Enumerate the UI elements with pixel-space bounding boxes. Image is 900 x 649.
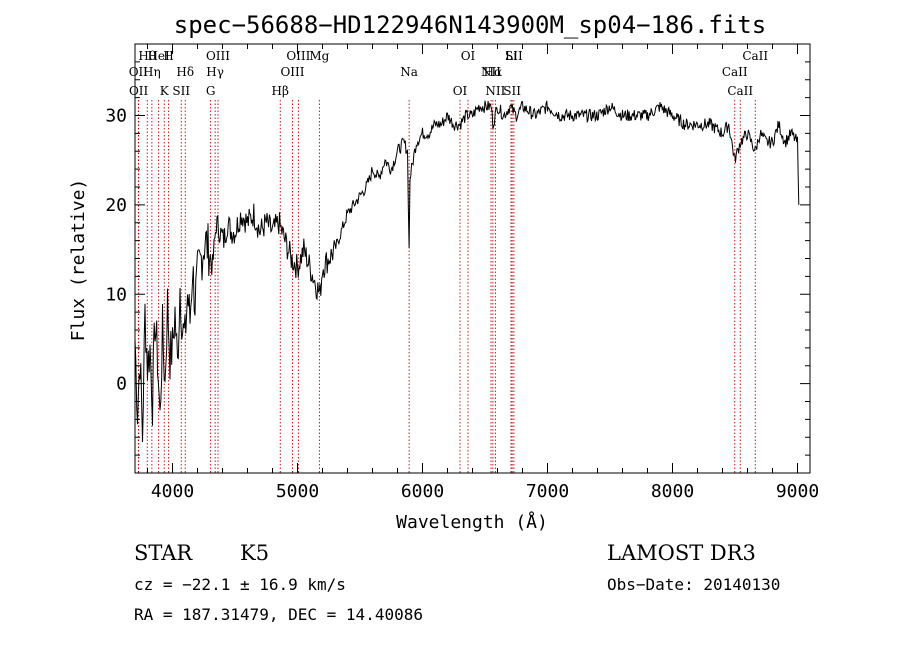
line-label: HeI [147, 49, 170, 63]
line-label: Hδ [176, 65, 194, 79]
y-tick-label: 30 [105, 106, 127, 127]
line-label: Hγ [206, 65, 224, 79]
line-label: CaII [722, 65, 748, 79]
redshift-text: cz = −22.1 ± 16.9 km/s [134, 575, 346, 594]
line-label: Na [400, 65, 418, 79]
y-tick-label: 0 [116, 374, 127, 395]
object-class: STAR [134, 541, 193, 565]
line-label: Hη [143, 65, 161, 79]
x-tick-label: 9000 [776, 481, 819, 502]
line-label: CaII [742, 49, 768, 63]
line-label: NII [485, 84, 505, 98]
line-label: H [163, 49, 173, 63]
line-label: OI [453, 84, 468, 98]
line-label: G [206, 84, 216, 98]
line-label: OIII [206, 49, 230, 63]
obs-date: Obs−Date: 20140130 [607, 575, 780, 594]
line-label: SII [172, 84, 190, 98]
line-label: Hβ [272, 84, 289, 98]
survey-name: LAMOST DR3 [607, 541, 756, 565]
line-label: OIII [286, 49, 310, 63]
line-label: OII [129, 84, 149, 98]
line-label: OII [129, 65, 149, 79]
line-label: Hα [484, 65, 503, 79]
line-label: NII [481, 65, 501, 79]
x-tick-label: 6000 [401, 481, 444, 502]
x-tick-label: 5000 [276, 481, 319, 502]
line-label: K [160, 84, 170, 98]
x-tick-label: 4000 [151, 481, 194, 502]
spectral-line-markers: Hθ OII OII HeI Hη K HHδ SII OIII Hγ G OIII OIII Hβ Mg N… [129, 49, 768, 473]
line-label: CaII [727, 84, 753, 98]
spectrum-series [134, 100, 800, 443]
line-label: Li [505, 49, 517, 63]
y-tick-label: 10 [105, 284, 127, 305]
axis-ticks: 4000 5000 6000 7000 8000 9000 0 10 20 30 [105, 44, 819, 502]
line-label: OI [461, 49, 476, 63]
x-tick-label: 8000 [651, 481, 694, 502]
plot-frame [134, 43, 811, 474]
object-subclass: K5 [240, 541, 269, 565]
y-axis-label: Flux (relative) [68, 179, 89, 342]
line-label: Mg [309, 49, 329, 63]
line-label: OIII [280, 65, 304, 79]
line-label: Hθ [138, 49, 156, 63]
x-tick-label: 7000 [526, 481, 569, 502]
x-axis-label: Wavelength (Å) [396, 511, 548, 533]
chart-title: spec−56688−HD122946N143900M_sp04−186.fit… [174, 11, 766, 39]
line-label: SII [503, 84, 521, 98]
y-tick-label: 20 [105, 195, 127, 216]
coordinates-text: RA = 187.31479, DEC = 14.40086 [134, 605, 423, 624]
line-label: SII [505, 49, 523, 63]
